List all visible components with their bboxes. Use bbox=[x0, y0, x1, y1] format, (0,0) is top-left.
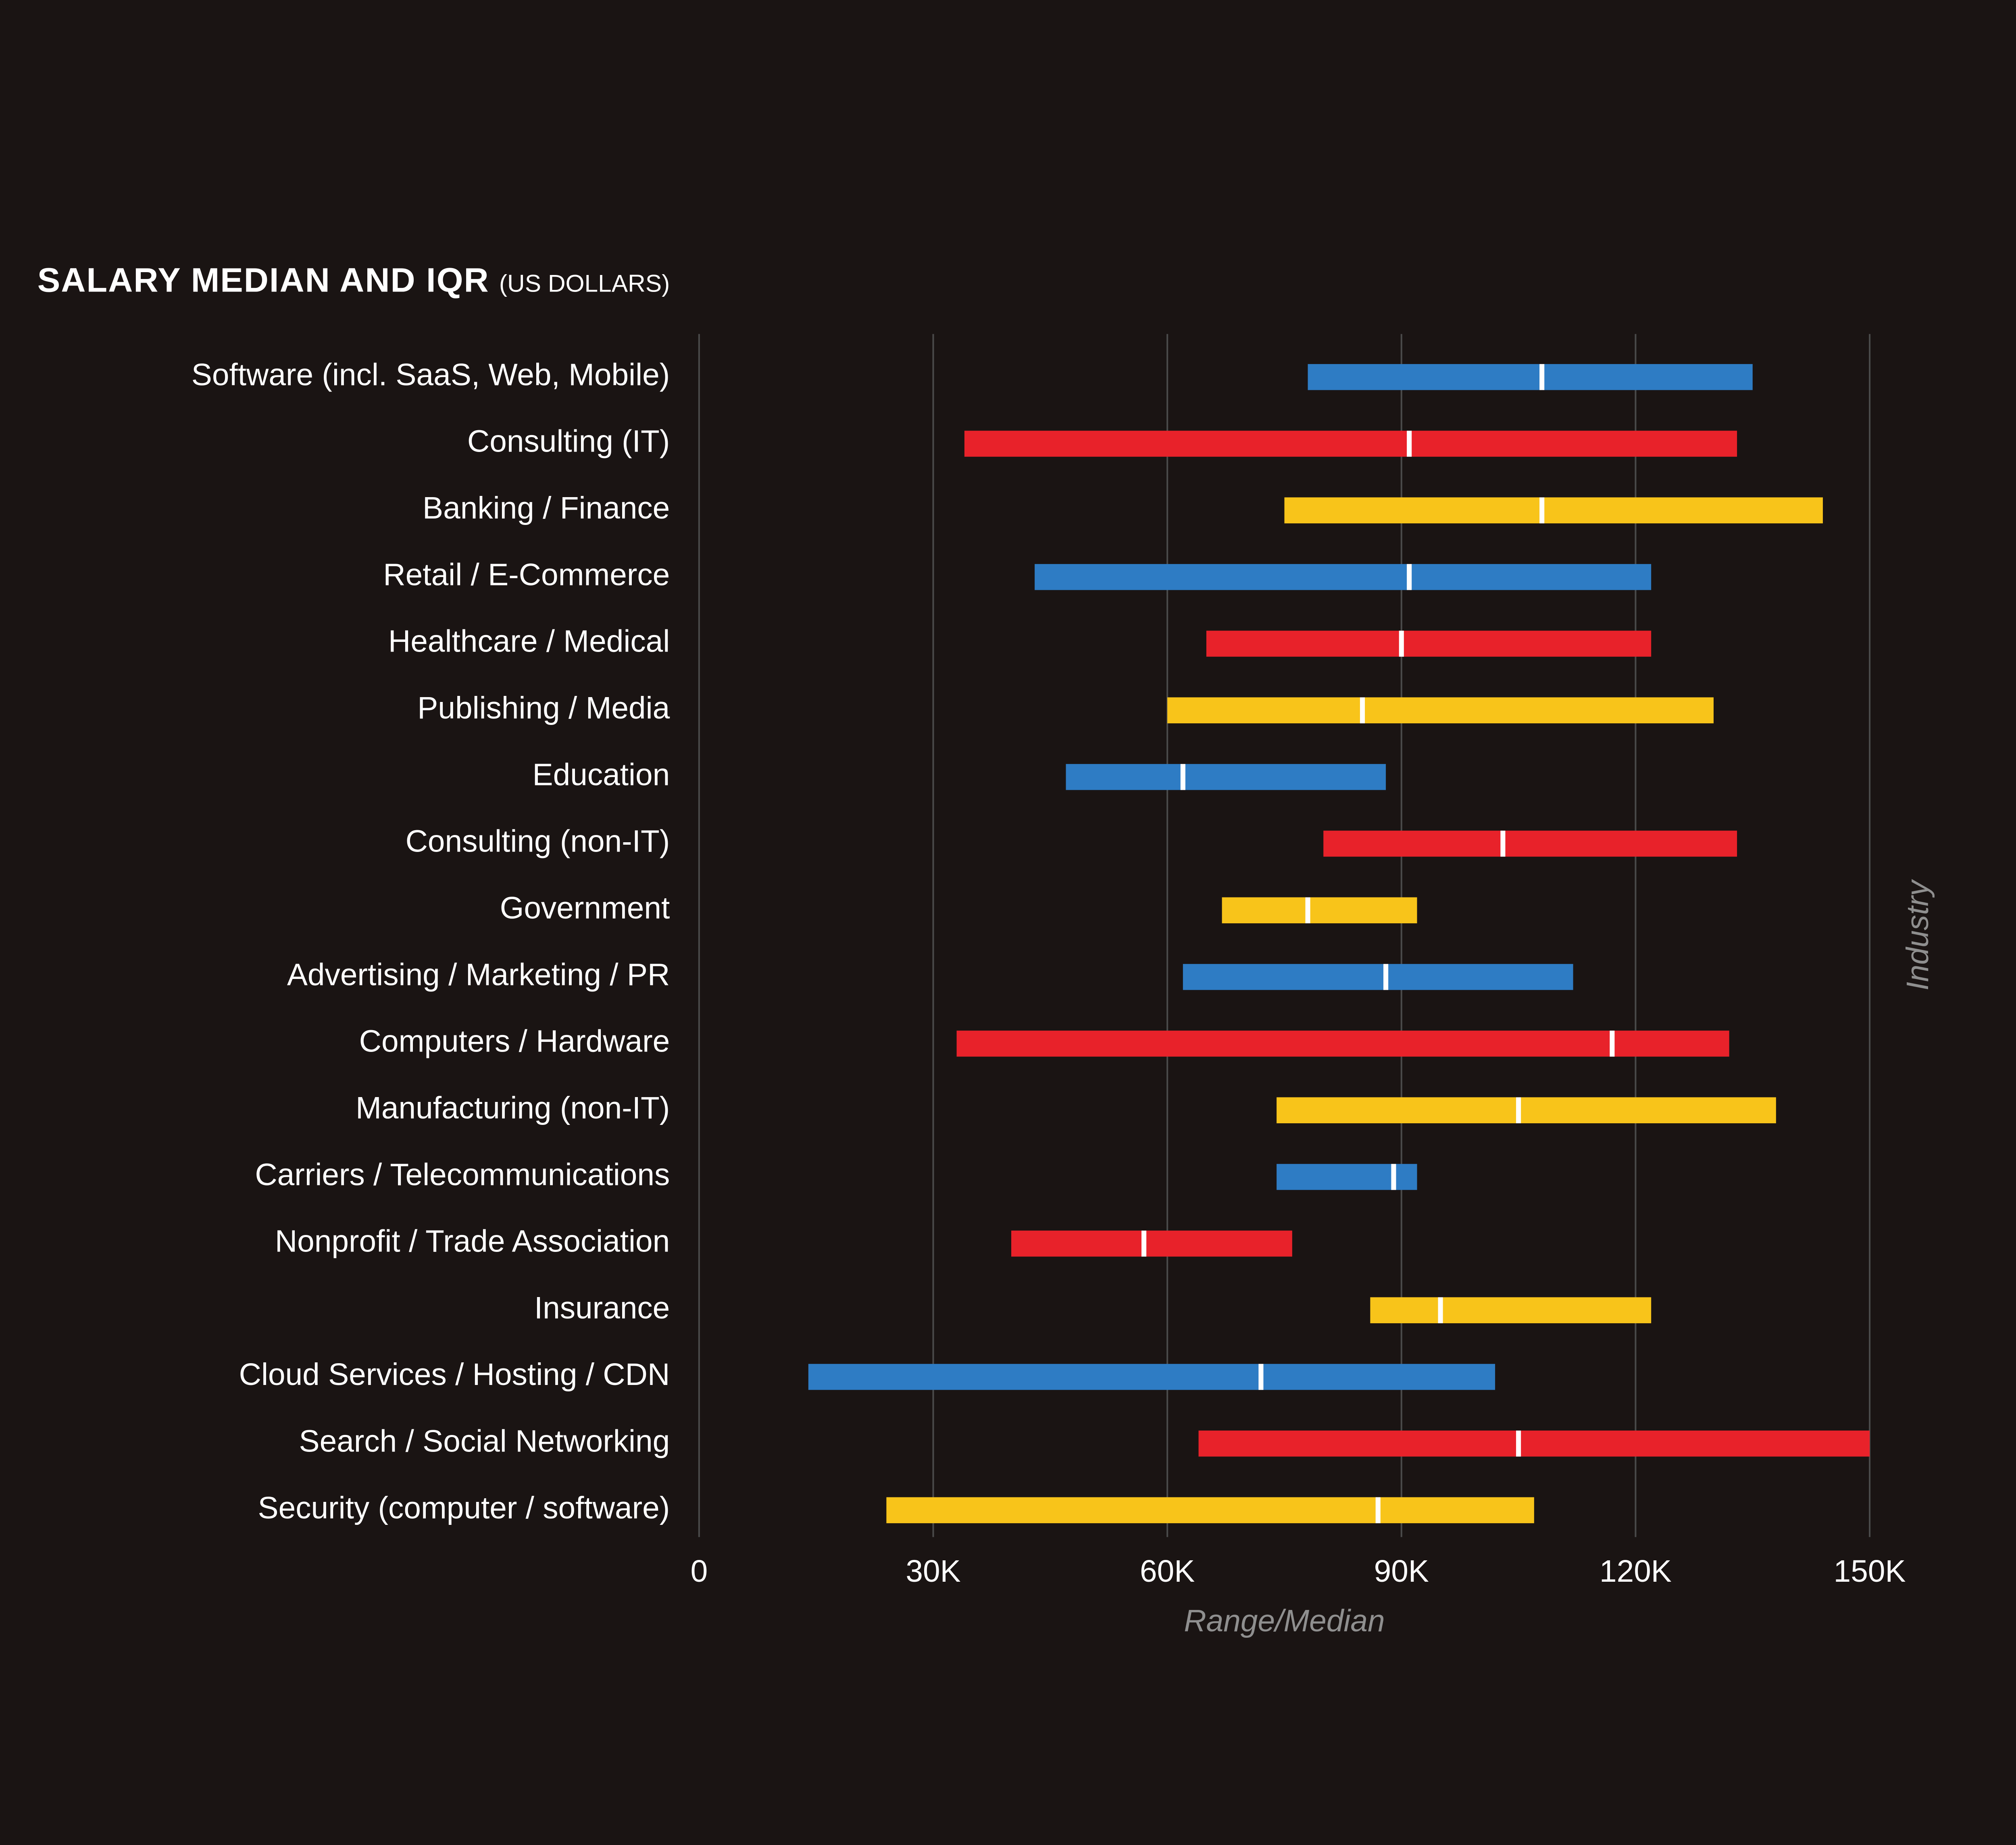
category-label: Education bbox=[533, 758, 670, 792]
iqr-bar bbox=[1308, 364, 1753, 390]
iqr-bar bbox=[1199, 1431, 1870, 1457]
salary-iqr-chart: 0 30K 60K 90K 120K 150K Software (incl. SaaS, … bbox=[0, 0, 2016, 1845]
category-label: Nonprofit / Trade Association bbox=[275, 1224, 670, 1259]
category-label: Software (incl. SaaS, Web, Mobile) bbox=[192, 358, 670, 392]
iqr-bar bbox=[1370, 1297, 1651, 1323]
category-label: Publishing / Media bbox=[417, 691, 670, 725]
iqr-bar bbox=[1222, 898, 1417, 924]
category-label: Security (computer / software) bbox=[258, 1491, 670, 1525]
x-tick-label: 60K bbox=[1140, 1554, 1195, 1589]
median-tick bbox=[1391, 1164, 1396, 1190]
median-tick bbox=[1500, 831, 1505, 857]
iqr-bar bbox=[964, 431, 1737, 457]
median-tick bbox=[1407, 564, 1412, 590]
x-tick-label: 30K bbox=[906, 1554, 960, 1589]
iqr-bar bbox=[1206, 631, 1651, 657]
median-tick bbox=[1438, 1297, 1443, 1323]
iqr-bar bbox=[1011, 1231, 1292, 1257]
x-tick-label: 90K bbox=[1374, 1554, 1429, 1589]
category-label: Advertising / Marketing / PR bbox=[287, 958, 670, 992]
median-tick bbox=[1539, 364, 1544, 390]
median-tick bbox=[1610, 1031, 1614, 1057]
x-tick-label: 0 bbox=[691, 1554, 708, 1589]
median-tick bbox=[1539, 498, 1544, 524]
category-label: Insurance bbox=[534, 1291, 670, 1325]
category-label: Carriers / Telecommunications bbox=[255, 1158, 670, 1192]
iqr-bar bbox=[1277, 1097, 1776, 1123]
median-tick bbox=[1383, 964, 1388, 990]
x-tick-label: 120K bbox=[1599, 1554, 1672, 1589]
iqr-bar bbox=[1323, 831, 1737, 857]
median-tick bbox=[1516, 1097, 1521, 1123]
iqr-bar bbox=[1284, 498, 1822, 524]
x-tick-label: 150K bbox=[1834, 1554, 1906, 1589]
category-label: Healthcare / Medical bbox=[388, 625, 670, 659]
category-label: Consulting (IT) bbox=[467, 425, 670, 459]
iqr-bar bbox=[1167, 698, 1714, 724]
category-label: Computers / Hardware bbox=[359, 1025, 670, 1059]
median-tick bbox=[1258, 1364, 1263, 1390]
category-label: Banking / Finance bbox=[423, 491, 670, 525]
y-axis-title: Industry bbox=[1901, 879, 1935, 990]
category-label: Cloud Services / Hosting / CDN bbox=[239, 1358, 670, 1392]
median-tick bbox=[1141, 1231, 1146, 1257]
median-tick bbox=[1376, 1497, 1381, 1523]
median-tick bbox=[1407, 431, 1412, 457]
category-label: Search / Social Networking bbox=[299, 1424, 670, 1459]
category-label: Government bbox=[500, 891, 670, 925]
median-tick bbox=[1181, 764, 1185, 790]
chart-title-main: SALARY MEDIAN AND IQR bbox=[37, 260, 489, 299]
chart-title-sub: (US DOLLARS) bbox=[499, 269, 670, 297]
category-label: Manufacturing (non-IT) bbox=[356, 1091, 670, 1125]
x-axis-title: Range/Median bbox=[1184, 1604, 1385, 1638]
median-tick bbox=[1306, 898, 1310, 924]
category-label: Retail / E-Commerce bbox=[383, 558, 670, 592]
median-tick bbox=[1360, 698, 1365, 724]
iqr-bar bbox=[1035, 564, 1651, 590]
median-tick bbox=[1516, 1431, 1521, 1457]
iqr-bar bbox=[808, 1364, 1495, 1390]
iqr-bar bbox=[886, 1497, 1534, 1523]
iqr-bar bbox=[1183, 964, 1573, 990]
category-label: Consulting (non-IT) bbox=[406, 825, 670, 859]
iqr-bar bbox=[1066, 764, 1386, 790]
median-tick bbox=[1399, 631, 1404, 657]
